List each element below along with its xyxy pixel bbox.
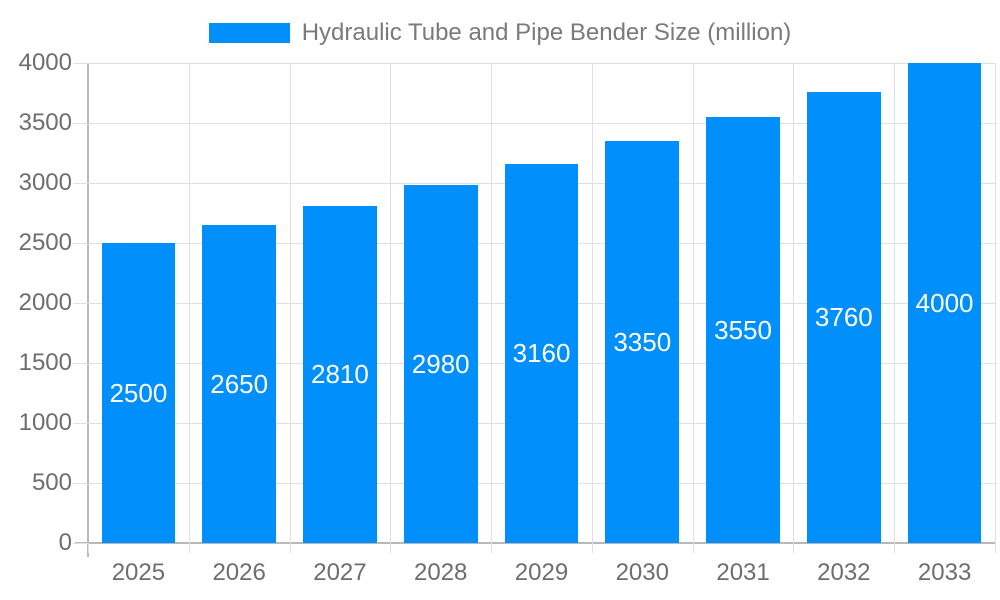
bar[interactable]: [101, 243, 176, 543]
x-gridline: [491, 63, 493, 543]
x-axis-tick-label: 2031: [716, 559, 770, 586]
y-axis-tick-label: 1500: [18, 349, 72, 376]
y-axis-line: [87, 63, 89, 557]
x-axis-tick-label: 2033: [917, 559, 972, 586]
x-axis-tick-label: 2028: [414, 559, 468, 586]
x-axis-tick-label: 2032: [817, 559, 871, 586]
bar[interactable]: [303, 205, 377, 543]
y-axis-tick-label: 1000: [18, 409, 72, 436]
bar-value-label: 2500: [109, 378, 168, 408]
bar-value-label: 2810: [311, 359, 369, 390]
x-tick: [390, 543, 392, 553]
y-gridline: [88, 63, 995, 64]
legend-label: Hydraulic Tube and Pipe Bender Size (mil…: [301, 19, 792, 46]
x-tick: [793, 543, 795, 553]
y-tick: [73, 63, 88, 64]
bar-value-label: 3350: [613, 327, 672, 357]
bar[interactable]: [504, 163, 579, 543]
y-tick: [73, 123, 88, 124]
y-axis-tick-label: 3500: [18, 109, 72, 136]
x-axis-tick-label: 2030: [615, 559, 669, 586]
x-tick: [692, 543, 694, 553]
x-tick: [491, 543, 493, 553]
y-axis-tick-label: 2000: [18, 289, 72, 316]
bar[interactable]: [706, 117, 780, 543]
x-axis-tick-label: 2029: [514, 559, 569, 586]
bar-value-label: 4000: [915, 288, 974, 318]
bar[interactable]: [605, 141, 680, 543]
bar-value-label: 3760: [814, 302, 873, 333]
x-tick: [88, 543, 89, 553]
bar[interactable]: [907, 63, 982, 543]
x-tick: [289, 543, 291, 553]
y-gridline: [88, 123, 995, 124]
y-axis-tick-label: 500: [31, 469, 72, 496]
y-axis-tick-label: 0: [58, 529, 72, 556]
y-axis-tick-label: 4000: [18, 49, 72, 76]
x-axis-tick-label: 2026: [212, 559, 266, 586]
y-tick: [73, 183, 88, 184]
plot-area: 0 500 1000 1500 2000 2500 3000 3500 4000 2500 2025…: [19, 49, 996, 586]
x-axis-line: [75, 542, 995, 544]
y-tick: [73, 483, 88, 484]
x-gridline: [995, 63, 996, 543]
x-tick: [894, 543, 896, 553]
bar-value-label: 3160: [512, 338, 571, 369]
y-tick: [73, 543, 88, 544]
bar-value-label: 3550: [714, 315, 772, 345]
y-tick: [73, 243, 88, 244]
y-axis-tick-label: 2500: [18, 229, 72, 256]
x-gridline: [793, 63, 795, 543]
bar[interactable]: [403, 185, 478, 543]
x-gridline: [692, 63, 694, 543]
bar[interactable]: [807, 91, 881, 543]
legend-swatch-icon: [208, 23, 290, 43]
x-axis-tick-label: 2027: [313, 559, 367, 586]
x-tick: [188, 543, 190, 553]
x-tick: [995, 543, 996, 553]
x-gridline: [390, 63, 392, 543]
y-tick: [73, 363, 88, 364]
x-gridline: [894, 63, 896, 543]
bar-value-label: 2980: [411, 349, 470, 380]
legend[interactable]: Hydraulic Tube and Pipe Bender Size (mil…: [0, 20, 1000, 46]
bar[interactable]: [202, 225, 276, 543]
x-gridline: [188, 63, 190, 543]
x-axis-tick-label: 2025: [111, 559, 166, 586]
y-axis-tick-label: 3000: [18, 169, 72, 196]
x-tick: [591, 543, 593, 553]
y-tick: [73, 423, 88, 424]
y-tick: [73, 303, 88, 304]
bar-value-label: 2650: [210, 369, 269, 399]
x-gridline: [591, 63, 593, 543]
x-gridline: [289, 63, 291, 543]
